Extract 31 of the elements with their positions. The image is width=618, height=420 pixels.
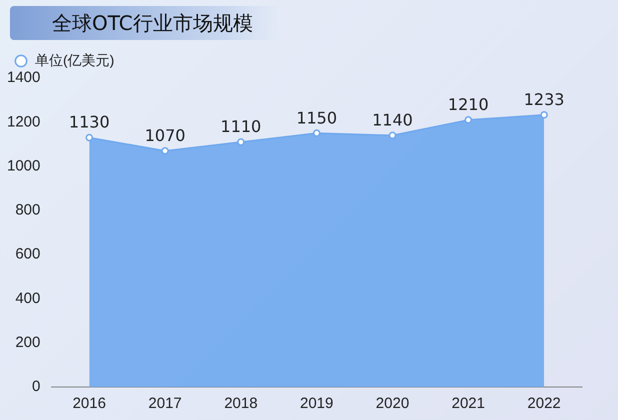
y-tick-label: 600 [15,246,40,263]
y-tick-label: 0 [32,378,40,396]
point [86,134,94,142]
legend-label: 单位(亿美元) [35,52,114,68]
y-tick-label: 800 [15,202,40,219]
data-label: 1140 [372,110,413,130]
data-label: 1233 [524,90,564,110]
y-tick-label: 1200 [6,113,40,130]
point [540,111,548,119]
chart-title: 全球OTC行业市场规模 [52,10,253,37]
point [312,129,320,137]
y-tick-label: 1000 [6,157,40,174]
y-tick-label: 400 [15,290,40,307]
point [161,147,169,155]
x-tick-label: 2021 [452,395,485,412]
y-tick-label: 1400 [6,69,40,86]
y-tick-label: 200 [15,334,40,351]
point [388,132,396,140]
x-tick-label: 2017 [148,395,182,412]
data-label: 1070 [144,126,186,145]
x-tick-label: 2022 [527,395,561,412]
x-tick-label: 2020 [376,395,410,412]
point [464,116,472,124]
x-tick-label: 2018 [224,395,258,412]
point [237,138,245,146]
data-label: 1210 [448,95,489,114]
data-label: 1150 [296,108,338,128]
data-label: 1110 [220,117,262,136]
data-label: 1130 [68,112,110,132]
x-tick-label: 2016 [72,395,106,412]
x-tick-label: 2019 [300,395,334,412]
